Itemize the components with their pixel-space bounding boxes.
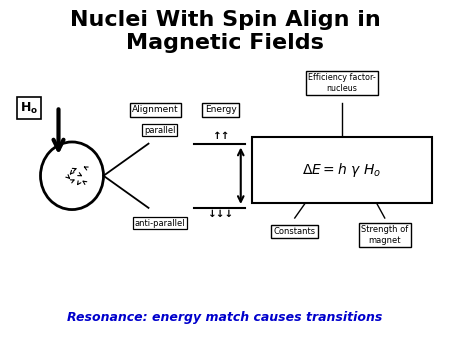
Text: Energy: Energy (205, 105, 236, 114)
Text: Efficiency factor-
nucleus: Efficiency factor- nucleus (308, 73, 376, 93)
Text: $\Delta E = h\ \gamma\ H_o$: $\Delta E = h\ \gamma\ H_o$ (302, 161, 382, 179)
FancyBboxPatch shape (252, 137, 432, 203)
Text: Resonance: energy match causes transitions: Resonance: energy match causes transitio… (68, 311, 382, 324)
Text: Alignment: Alignment (132, 105, 179, 114)
Text: ↑↑: ↑↑ (213, 131, 230, 141)
Text: ↓↓↓: ↓↓↓ (208, 209, 234, 219)
Text: $\mathbf{H_o}$: $\mathbf{H_o}$ (20, 101, 38, 116)
Text: Constants: Constants (274, 227, 316, 236)
Text: Nuclei With Spin Align in
Magnetic Fields: Nuclei With Spin Align in Magnetic Field… (70, 10, 380, 53)
Text: parallel: parallel (144, 126, 176, 135)
Text: Strength of
magnet: Strength of magnet (361, 225, 409, 245)
Text: anti-parallel: anti-parallel (135, 219, 185, 227)
